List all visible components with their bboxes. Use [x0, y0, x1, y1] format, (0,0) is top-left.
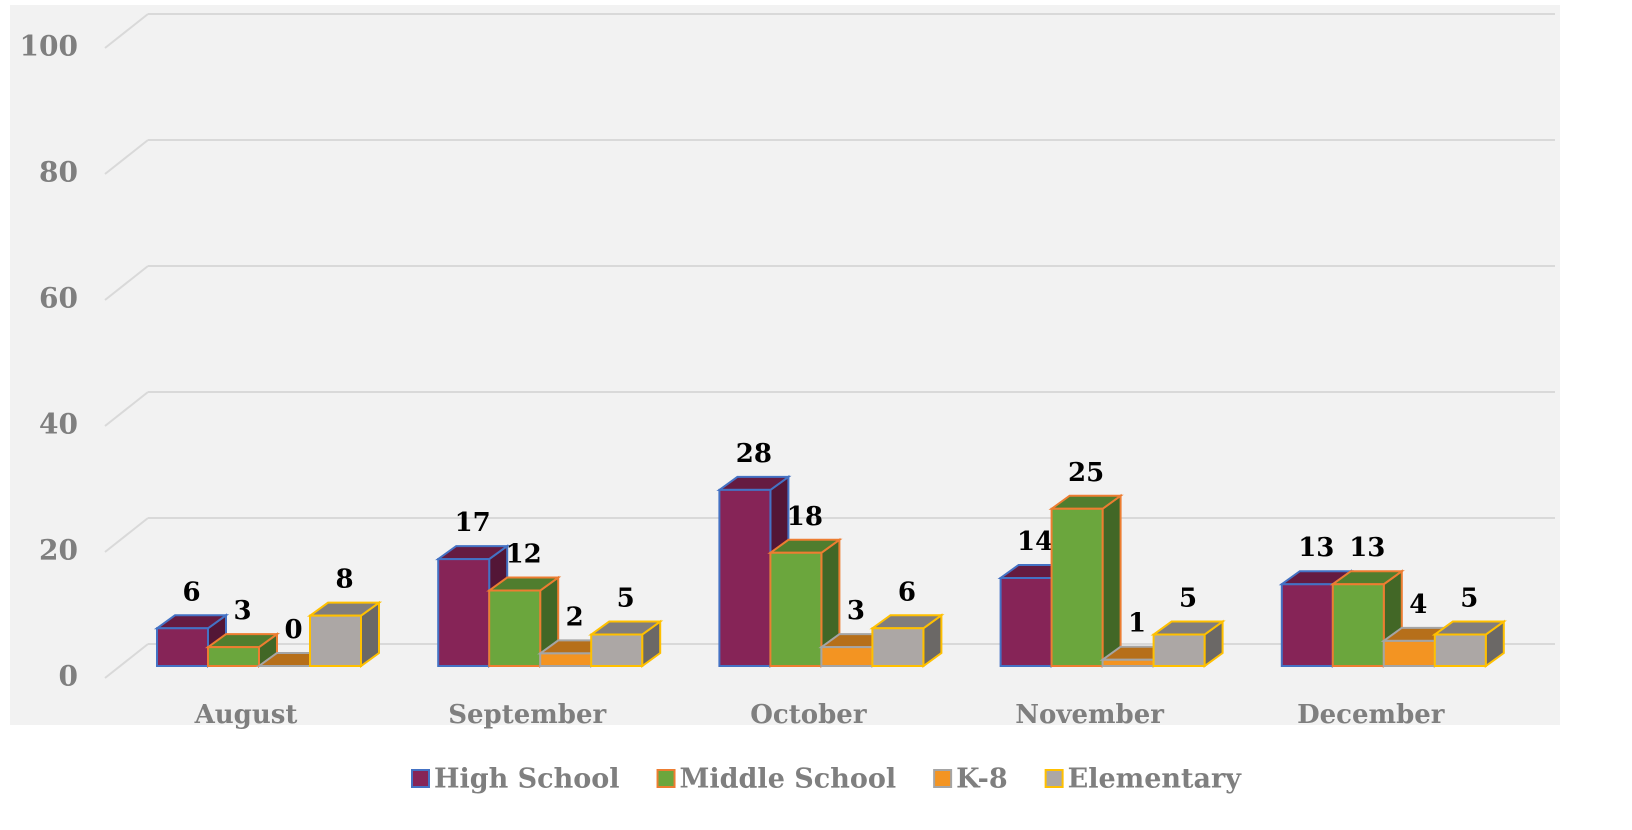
data-label: 12	[506, 540, 542, 570]
data-label: 2	[566, 602, 584, 632]
bar-front	[820, 646, 874, 667]
bar-front	[1050, 507, 1104, 667]
bar-front	[1152, 633, 1206, 667]
x-tick-label: August	[194, 700, 298, 730]
y-tick-label: 100	[20, 30, 78, 63]
bar-front	[718, 488, 772, 667]
legend-label: Elementary	[1068, 764, 1243, 795]
bar-front	[590, 633, 644, 667]
bar-front	[539, 652, 593, 667]
data-label: 13	[1349, 533, 1385, 563]
bar-front	[156, 627, 209, 667]
data-label: 8	[335, 565, 353, 595]
bar	[306, 600, 383, 668]
legend-label: K-8	[956, 764, 1008, 795]
data-label: 5	[617, 584, 635, 614]
data-label: 6	[898, 577, 916, 607]
grid-line	[104, 517, 149, 553]
x-tick-label: October	[750, 700, 867, 730]
data-label: 13	[1298, 533, 1334, 563]
data-label: 25	[1068, 458, 1104, 488]
bar-front	[1331, 583, 1385, 667]
bar-front	[437, 558, 491, 667]
data-label: 14	[1017, 527, 1053, 557]
bar	[1048, 493, 1124, 668]
x-tick-label: September	[448, 700, 606, 730]
data-label: 5	[1179, 584, 1197, 614]
y-tick-label: 60	[39, 282, 78, 315]
bar-front	[871, 627, 925, 667]
bar	[1150, 619, 1226, 668]
grid-line	[104, 265, 149, 301]
bar-front	[207, 646, 260, 667]
x-tick-label: November	[1015, 700, 1164, 730]
legend-swatch	[933, 769, 953, 788]
data-label: 28	[736, 439, 772, 469]
legend-swatch	[411, 769, 430, 788]
grid-line	[104, 391, 149, 427]
y-tick-label: 20	[39, 534, 78, 567]
legend-label: High School	[434, 764, 620, 795]
data-label: 3	[233, 596, 251, 626]
x-tick-label: December	[1297, 700, 1445, 730]
bar	[1431, 619, 1507, 668]
y-tick-label: 0	[59, 660, 78, 693]
bar-front	[1433, 633, 1487, 667]
bar	[869, 613, 945, 668]
grid-line	[104, 13, 149, 49]
data-label: 17	[455, 508, 491, 538]
bar-front	[309, 614, 362, 667]
bar	[588, 619, 664, 668]
data-label: 3	[847, 596, 865, 626]
y-tick-label: 80	[39, 156, 78, 189]
bar-front	[769, 551, 823, 667]
bar-front	[999, 576, 1053, 667]
bar-side	[1101, 493, 1122, 668]
grid-line	[104, 139, 149, 175]
y-tick-label: 40	[39, 408, 78, 441]
data-label: 6	[182, 577, 200, 607]
data-label: 5	[1460, 584, 1478, 614]
bar-front	[488, 589, 542, 667]
data-label: 18	[787, 502, 823, 532]
data-label: 0	[284, 615, 302, 645]
data-label: 1	[1128, 609, 1146, 639]
legend-swatch	[656, 769, 676, 788]
bar-front	[1101, 658, 1155, 667]
grid-line	[104, 643, 149, 679]
bar-front	[1280, 583, 1334, 667]
bar-front	[1382, 639, 1436, 667]
data-label: 4	[1409, 590, 1427, 620]
legend-swatch	[1044, 769, 1064, 788]
legend-label: Middle School	[680, 764, 897, 795]
